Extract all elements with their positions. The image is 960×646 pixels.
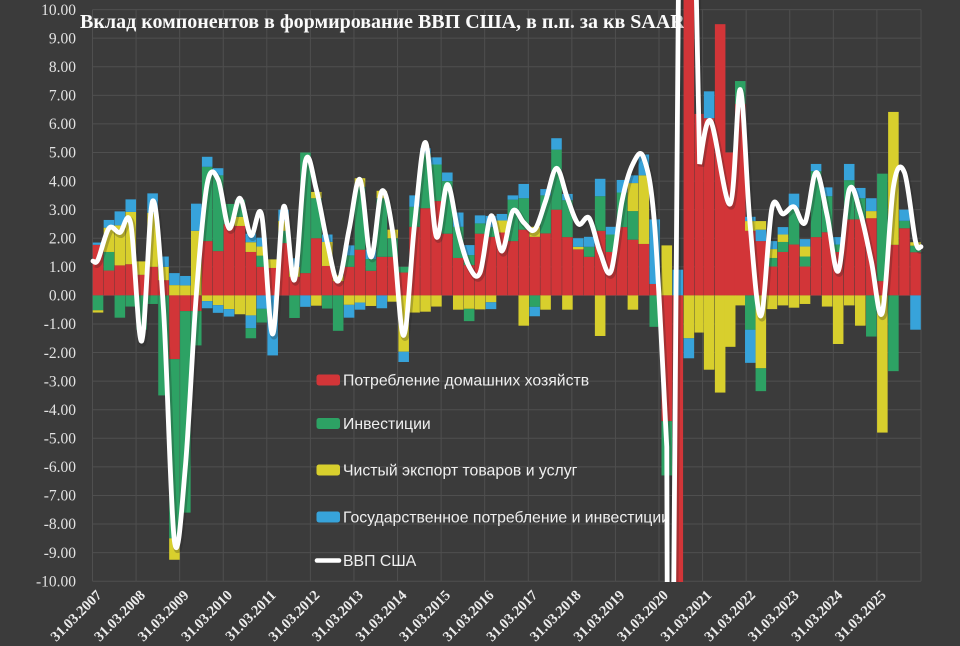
svg-text:2.00: 2.00 [49,230,76,247]
svg-text:8.00: 8.00 [49,59,76,76]
svg-text:ВВП США: ВВП США [343,553,417,570]
svg-text:-1.00: -1.00 [44,316,77,333]
svg-text:Инвестиции: Инвестиции [343,416,431,433]
svg-text:0.00: 0.00 [49,288,76,305]
svg-text:-9.00: -9.00 [44,545,77,562]
svg-text:-10.00: -10.00 [36,573,76,590]
svg-text:1.00: 1.00 [49,259,76,276]
svg-text:-4.00: -4.00 [44,402,77,419]
svg-text:Потребление домашних хозяйств: Потребление домашних хозяйств [343,372,589,389]
svg-text:-5.00: -5.00 [44,431,77,448]
svg-text:5.00: 5.00 [49,145,76,162]
svg-text:9.00: 9.00 [49,30,76,47]
svg-text:6.00: 6.00 [49,116,76,133]
svg-text:-8.00: -8.00 [44,516,77,533]
svg-text:3.00: 3.00 [49,202,76,219]
svg-text:-7.00: -7.00 [44,488,77,505]
svg-text:Чистый экспорт товаров и услуг: Чистый экспорт товаров и услуг [343,462,578,479]
svg-text:7.00: 7.00 [49,88,76,105]
svg-text:-2.00: -2.00 [44,345,77,362]
svg-text:10.00: 10.00 [41,2,76,19]
svg-text:Государственное потребление и: Государственное потребление и инвестиции [343,509,670,526]
svg-text:4.00: 4.00 [49,173,76,190]
svg-text:Вклад компонентов в формирован: Вклад компонентов в формирование ВВП США… [80,11,685,33]
svg-text:-3.00: -3.00 [44,373,77,390]
svg-text:-6.00: -6.00 [44,459,77,476]
